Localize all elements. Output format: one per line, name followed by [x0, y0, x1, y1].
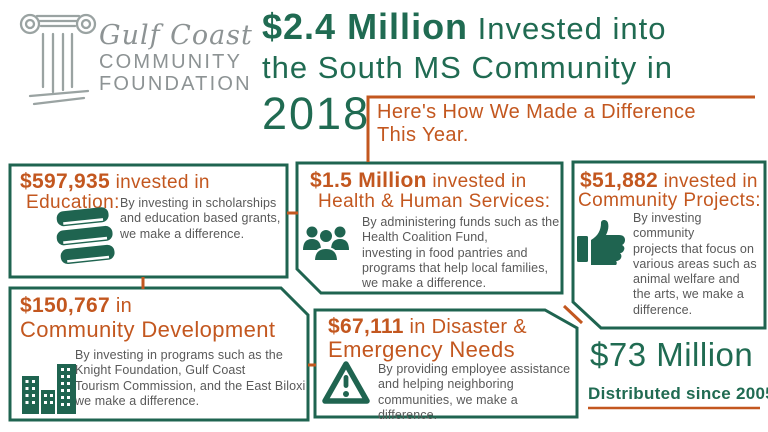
health-category: Health & Human Services: — [318, 191, 551, 212]
tagline-bracket-line — [366, 95, 755, 162]
warning-icon — [322, 361, 370, 404]
health-amount: $1.5 Million — [310, 169, 427, 192]
education-box: $597,935 invested in Education: By inves… — [10, 165, 287, 277]
headline-line1: $2.4 Million Invested into — [262, 6, 666, 48]
headline-line2: the South MS Community in — [262, 50, 673, 85]
community-development-amount-suffix: in — [110, 295, 133, 317]
community-development-box: $150,767 in Community Development By inv… — [10, 288, 308, 420]
disaster-box: $67,111 in Disaster & Emergency Needs By… — [315, 310, 577, 422]
education-category: Education: — [26, 192, 120, 213]
column-icon — [19, 13, 97, 106]
health-box: $1.5 Million invested in Health & Human … — [297, 163, 562, 293]
community-development-box-outline — [8, 286, 310, 422]
logo-foundation-line: FOUNDATION — [99, 73, 252, 95]
headline-amount: $2.4 Million — [262, 6, 469, 47]
community-development-body: By investing in programs such as the Kni… — [75, 348, 306, 408]
projects-box-outline — [571, 160, 767, 330]
projects-category: Community Projects: — [578, 190, 761, 211]
community-development-amount: $150,767 — [20, 294, 110, 317]
headline-suffix: Invested into — [468, 11, 667, 46]
footer-amount: $73 Million — [590, 336, 754, 373]
disaster-category: Emergency Needs — [328, 337, 515, 362]
logo-community-line: COMMUNITY — [99, 51, 243, 73]
footer-caption: Distributed since 2005 — [588, 384, 768, 403]
disaster-box-outline — [313, 308, 579, 419]
education-body: By investing in scholarships and educati… — [120, 196, 281, 241]
community-development-category: Community Development — [20, 317, 276, 342]
projects-body: By investing community projects that foc… — [633, 211, 757, 317]
logo-script-name: Gulf Coast — [99, 20, 253, 51]
buildings-icon — [22, 364, 76, 414]
projects-amount: $51,882 — [580, 169, 659, 192]
health-body: By administering funds such as the Healt… — [362, 215, 560, 291]
thumbs-up-icon — [577, 220, 625, 265]
connector-disaster-projects — [562, 304, 584, 325]
projects-box: $51,882 invested in Community Projects: … — [573, 162, 765, 328]
education-amount-suffix: invested in — [110, 172, 210, 193]
health-amount-suffix: invested in — [426, 171, 527, 192]
books-icon — [56, 207, 115, 265]
headline-year: 2018 — [262, 88, 371, 139]
disaster-amount-suffix: in Disaster & — [403, 316, 527, 338]
people-icon — [303, 226, 349, 261]
projects-amount-suffix: invested in — [658, 171, 758, 192]
tagline-text: Here's How We Made a Difference This Yea… — [377, 101, 696, 146]
education-amount: $597,935 — [20, 170, 110, 193]
health-box-outline — [295, 161, 564, 295]
disaster-amount: $67,111 — [328, 315, 404, 338]
logo-text-block: Gulf Coast COMMUNITY FOUNDATION — [99, 20, 253, 96]
disaster-body: By providing employee assistance and hel… — [378, 362, 571, 422]
